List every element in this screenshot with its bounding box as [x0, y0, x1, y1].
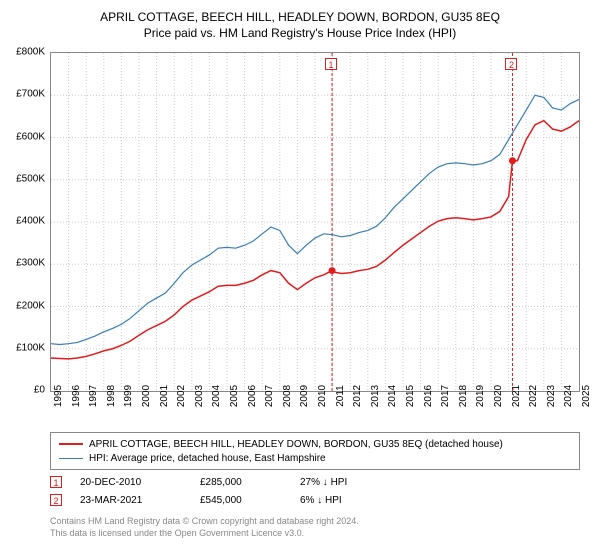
x-tick-label: 2025	[581, 385, 592, 407]
legend-label: APRIL COTTAGE, BEECH HILL, HEADLEY DOWN,…	[89, 439, 503, 450]
x-tick-label: 2010	[317, 385, 328, 407]
chart-title: APRIL COTTAGE, BEECH HILL, HEADLEY DOWN,…	[0, 0, 600, 24]
x-tick-label: 2017	[440, 385, 451, 407]
y-tick-label: £700K	[16, 89, 45, 100]
x-tick-label: 2020	[493, 385, 504, 407]
y-tick-label: £800K	[16, 47, 45, 58]
plot-area	[50, 52, 580, 392]
x-tick-label: 2016	[423, 385, 434, 407]
x-tick-label: 2018	[458, 385, 469, 407]
transaction-marker: 2	[50, 494, 62, 506]
x-tick-label: 2005	[229, 385, 240, 407]
x-tick-label: 2003	[194, 385, 205, 407]
x-tick-label: 2015	[405, 385, 416, 407]
x-tick-label: 2007	[264, 385, 275, 407]
x-tick-label: 2008	[282, 385, 293, 407]
x-tick-label: 1995	[53, 385, 64, 407]
transaction-price: £545,000	[200, 495, 300, 506]
chart-subtitle: Price paid vs. HM Land Registry's House …	[0, 24, 600, 40]
x-tick-label: 2023	[546, 385, 557, 407]
chart-container: APRIL COTTAGE, BEECH HILL, HEADLEY DOWN,…	[0, 0, 600, 560]
footer-line-1: Contains HM Land Registry data © Crown c…	[50, 516, 359, 528]
y-tick-label: £400K	[16, 216, 45, 227]
x-tick-label: 2022	[528, 385, 539, 407]
footer-line-2: This data is licensed under the Open Gov…	[50, 528, 359, 540]
x-tick-label: 2006	[247, 385, 258, 407]
x-tick-label: 2011	[335, 385, 346, 407]
marker-dot	[329, 267, 336, 274]
legend-swatch	[59, 458, 83, 459]
y-tick-label: £100K	[16, 342, 45, 353]
legend-row: HPI: Average price, detached house, East…	[59, 451, 571, 465]
transaction-row: 2 23-MAR-2021£545,0006% ↓ HPI	[50, 491, 580, 509]
x-tick-label: 2009	[299, 385, 310, 407]
transaction-marker: 1	[50, 476, 62, 488]
x-tick-label: 1999	[123, 385, 134, 407]
transaction-table: 1 20-DEC-2010£285,00027% ↓ HPI 2 23-MAR-202…	[50, 473, 580, 509]
marker-label-box: 2	[505, 58, 517, 70]
legend-label: HPI: Average price, detached house, East…	[89, 453, 326, 464]
footer-attribution: Contains HM Land Registry data © Crown c…	[50, 516, 359, 539]
x-tick-label: 2004	[211, 385, 222, 407]
x-tick-label: 2001	[159, 385, 170, 407]
y-tick-label: £0	[34, 385, 45, 396]
x-tick-label: 2024	[563, 385, 574, 407]
marker-label-box: 1	[325, 58, 337, 70]
x-tick-label: 1996	[71, 385, 82, 407]
marker-dot	[509, 157, 516, 164]
transaction-row: 1 20-DEC-2010£285,00027% ↓ HPI	[50, 473, 580, 491]
transaction-delta: 6% ↓ HPI	[300, 495, 380, 506]
x-tick-label: 2021	[511, 385, 522, 407]
x-tick-label: 2002	[176, 385, 187, 407]
transaction-delta: 27% ↓ HPI	[300, 477, 380, 488]
legend-row: APRIL COTTAGE, BEECH HILL, HEADLEY DOWN,…	[59, 437, 571, 451]
x-tick-label: 2014	[387, 385, 398, 407]
legend-swatch	[59, 443, 83, 445]
y-tick-label: £500K	[16, 173, 45, 184]
y-tick-label: £300K	[16, 258, 45, 269]
x-tick-label: 2012	[352, 385, 363, 407]
x-tick-label: 2019	[475, 385, 486, 407]
legend-box: APRIL COTTAGE, BEECH HILL, HEADLEY DOWN,…	[50, 432, 580, 470]
y-tick-label: £200K	[16, 300, 45, 311]
x-tick-label: 1998	[106, 385, 117, 407]
chart-svg	[51, 53, 579, 391]
transaction-date: 20-DEC-2010	[80, 477, 200, 488]
x-tick-label: 2000	[141, 385, 152, 407]
y-tick-label: £600K	[16, 131, 45, 142]
x-tick-label: 2013	[370, 385, 381, 407]
x-tick-label: 1997	[88, 385, 99, 407]
series-line	[51, 95, 579, 344]
transaction-date: 23-MAR-2021	[80, 495, 200, 506]
transaction-price: £285,000	[200, 477, 300, 488]
